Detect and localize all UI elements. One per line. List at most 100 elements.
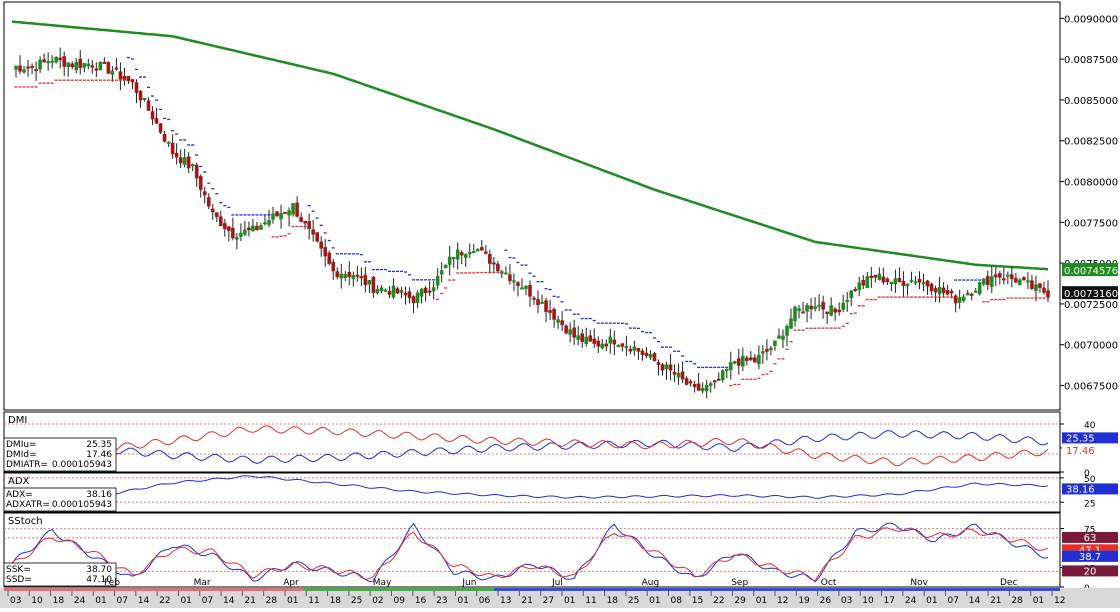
candle-body [295, 202, 299, 217]
candle-body [22, 69, 26, 73]
candle-body [371, 276, 376, 293]
candle-body [459, 252, 464, 256]
candle-body [431, 287, 436, 292]
candle-body [170, 143, 175, 155]
candle-body [126, 75, 131, 81]
candle-body [122, 76, 127, 80]
readout-label: DMIu= [6, 440, 37, 450]
candle-body [275, 211, 279, 217]
candle-body [1030, 280, 1034, 289]
panel-y-tick-label: 40 [1084, 421, 1096, 431]
candle-body [656, 362, 661, 365]
panel-y-tick-label: 0 [1084, 469, 1090, 479]
candle-body [925, 280, 930, 287]
last-price-tag-bg [1062, 286, 1118, 300]
readout-label: DMIATR= [6, 460, 48, 470]
day-label: 01 [95, 596, 106, 606]
price-y-tick-label: 0.0090000 [1064, 14, 1118, 25]
candle-body [969, 293, 974, 296]
candle-body [255, 225, 259, 231]
day-label: 01 [287, 596, 298, 606]
candle-body [455, 249, 460, 260]
day-label: 18 [53, 596, 65, 606]
panel-frame [3, 472, 1061, 513]
candle-body [74, 61, 79, 71]
dmi-minus-tag-bg [1062, 445, 1118, 456]
candle-body [624, 346, 629, 349]
candle-body [375, 289, 380, 294]
readout-value: 38.16 [86, 490, 112, 500]
candle-body [564, 325, 568, 334]
day-label: 02 [372, 596, 383, 606]
candle-body [335, 271, 340, 278]
month-label: Feb [104, 578, 120, 588]
candle-body [809, 305, 813, 310]
candle-body [162, 134, 167, 142]
candle-body [271, 213, 275, 220]
candle-body [612, 339, 617, 345]
candle-body [391, 285, 396, 298]
readout-box [3, 562, 117, 587]
candle-body [214, 212, 219, 218]
candle-body [210, 208, 215, 213]
candle-body [223, 223, 227, 230]
candle-body [901, 280, 906, 286]
candle-body [961, 296, 966, 301]
candle-body [600, 343, 605, 349]
candle-body [30, 65, 34, 68]
day-label: 26 [820, 596, 832, 606]
candle-body [54, 56, 58, 63]
candle-body [158, 123, 163, 133]
candle-body [869, 275, 874, 278]
readout-value: 25.35 [86, 440, 112, 450]
candle-body [178, 157, 183, 164]
candle-body [536, 299, 540, 306]
day-label: 22 [713, 596, 724, 606]
dmi-panel[interactable]: DMI40200DMIu=25.35DMId=17.46DMIATR=0.000… [3, 411, 1118, 479]
day-label: 17 [884, 596, 895, 606]
candle-body [18, 65, 22, 72]
candle-body [556, 319, 560, 323]
readout-box [3, 487, 117, 512]
month-label: Oct [821, 578, 837, 588]
candle-body [367, 280, 372, 285]
candle-body [42, 59, 46, 63]
candle-body [724, 369, 729, 372]
price-y-tick-label: 0.0072500 [1064, 300, 1118, 311]
readout-label: SSK= [6, 565, 31, 575]
sstoch-tag-bg [1062, 550, 1118, 562]
candle-body [70, 63, 75, 68]
candle-body [102, 61, 107, 64]
day-label: 13 [500, 596, 511, 606]
date-strip-segment [4, 588, 304, 591]
candle-body [206, 197, 211, 207]
ma-value-tag-bg [1062, 263, 1118, 277]
candle-body [194, 164, 199, 179]
sstoch-panel[interactable]: SStoch75250SSK=38.70SSD=47.106347.138.72… [3, 512, 1118, 594]
candle-body [877, 273, 882, 280]
candle-body [821, 301, 825, 310]
candle-body [660, 364, 665, 371]
readout-value: 0.000105943 [52, 460, 112, 470]
candle-body [451, 257, 456, 260]
candle-body [845, 299, 850, 302]
day-label: 14 [138, 596, 150, 606]
sstoch-tag: 47.1 [1079, 545, 1101, 556]
month-label: May [373, 578, 392, 588]
candle-body [395, 288, 400, 294]
day-label: 03 [841, 596, 852, 606]
price-panel[interactable]: 0.0090000 0.0087500 0.0085000 0.0082500 0.00… [3, 1, 1118, 411]
candle-body [1046, 290, 1050, 298]
candle-body [953, 295, 958, 304]
candle-body [965, 292, 970, 296]
candle-body [524, 285, 528, 289]
candle-body [616, 345, 621, 348]
day-label: 01 [756, 596, 767, 606]
candle-body [608, 336, 613, 344]
candle-body [66, 62, 71, 68]
candle-body [1006, 274, 1010, 277]
candle-body [347, 271, 352, 278]
